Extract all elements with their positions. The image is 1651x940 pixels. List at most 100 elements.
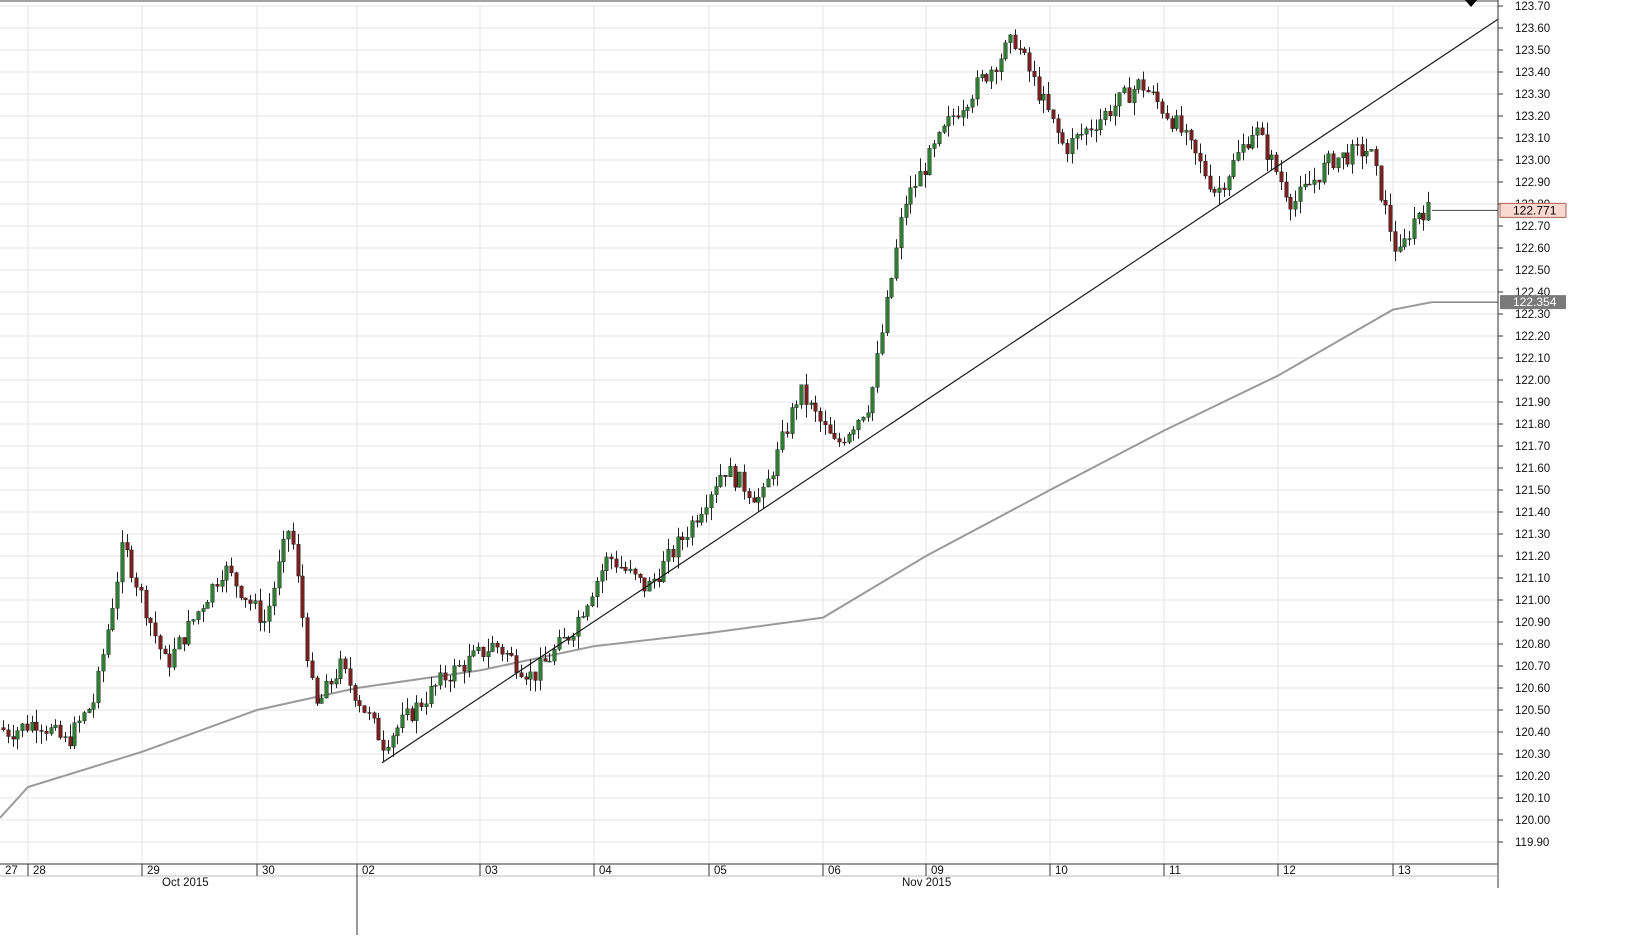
candle-bull [1217,187,1222,193]
candle-bull [1103,110,1108,120]
y-tick-label: 123.00 [1515,155,1550,167]
candle-bull [799,384,804,405]
candle-bull [505,653,510,655]
candle-bear [495,642,500,648]
y-tick-label: 123.70 [1515,1,1550,13]
candle-bull [1079,133,1084,136]
candle-bull [177,637,182,650]
candle-bear [619,566,624,569]
candle-bull [338,658,343,679]
candle-bull [490,642,495,652]
x-tick-label: 03 [485,865,498,877]
candle-bull [1236,152,1241,161]
y-tick-label: 121.50 [1515,485,1550,497]
candle-bear [1013,34,1018,49]
candle-bull [1122,87,1127,93]
candle-bear [144,590,149,619]
candle-bull [15,730,20,740]
candle-bull [766,478,771,488]
candle-bull [205,601,210,609]
candle-bear [1198,152,1203,162]
candle-bull [405,708,410,716]
candle-bull [885,297,890,333]
candle-bull [661,561,666,582]
candle-bear [1032,71,1037,77]
candle-bull [718,475,723,487]
candle-bull [476,646,481,651]
candle-bull [1426,202,1431,221]
candle-bull [562,637,567,639]
candle-bull [699,513,704,523]
candle-bull [604,556,609,571]
candle-bull [486,651,491,657]
candle-bull [1250,135,1255,149]
candle-bull [1369,149,1374,152]
candle-bear [462,665,467,672]
candle-bear [243,597,248,601]
candle-bull [414,702,419,721]
candle-bear [44,731,49,734]
candle-bear [1127,87,1132,103]
candle-bull [861,417,866,421]
candle-bull [1341,152,1346,158]
candle-bear [723,475,728,477]
candle-bear [1345,152,1350,165]
last-price-label: 122.771 [1513,203,1557,217]
top-right-marker-icon [1465,0,1477,7]
candle-bull [1151,91,1156,94]
candle-bear [348,668,353,686]
candle-bear [258,600,263,623]
moving-average-line [0,301,1433,819]
candle-bear [419,702,424,707]
candle-bull [224,565,229,581]
candle-bear [381,739,386,751]
x-tick-label: 06 [828,865,841,877]
candle-bear [1374,149,1379,166]
candle-bear [804,384,809,405]
candle-bear [305,617,310,662]
candle-bull [809,402,814,405]
candle-bear [353,685,358,701]
y-tick-label: 120.20 [1515,771,1550,783]
candle-bull [980,74,985,78]
candle-bull [685,537,690,540]
candle-bear [1355,144,1360,146]
candle-bull [277,561,282,589]
candle-bear [372,712,377,719]
candle-bear [34,721,39,731]
candle-bear [1379,165,1384,201]
candle-bear [129,549,134,578]
candle-bull [120,542,125,583]
y-tick-label: 120.50 [1515,705,1550,717]
last-price-box [1499,202,1567,218]
candle-bear [1274,154,1279,172]
x-tick-label: 30 [262,865,275,877]
y-tick-label: 119.90 [1515,837,1549,849]
candle-bear [1222,187,1227,190]
x-tick-label: 11 [1169,865,1181,877]
y-tick-label: 120.30 [1515,749,1550,761]
candle-bull [927,148,932,175]
candle-bull [913,185,918,188]
y-tick-label: 120.90 [1515,617,1550,629]
candle-bull [970,98,975,108]
candle-bear [367,712,372,714]
candle-bear [300,575,305,618]
candle-bull [1326,153,1331,164]
candle-bear [1141,79,1146,91]
candle-bear [1018,48,1023,50]
candle-bear [638,573,643,578]
candle-bear [410,708,415,721]
candle-bull [1350,144,1355,165]
candle-bull [96,670,101,703]
candle-bull [201,608,206,612]
candle-bear [680,536,685,540]
candle-bear [1421,212,1426,221]
candle-bull [452,665,457,682]
y-tick-label: 123.60 [1515,23,1550,35]
grid [0,0,1498,864]
candle-bull [1075,134,1080,139]
y-tick-label: 120.70 [1515,661,1550,673]
candle-bear [500,646,505,655]
candle-bear [642,577,647,592]
